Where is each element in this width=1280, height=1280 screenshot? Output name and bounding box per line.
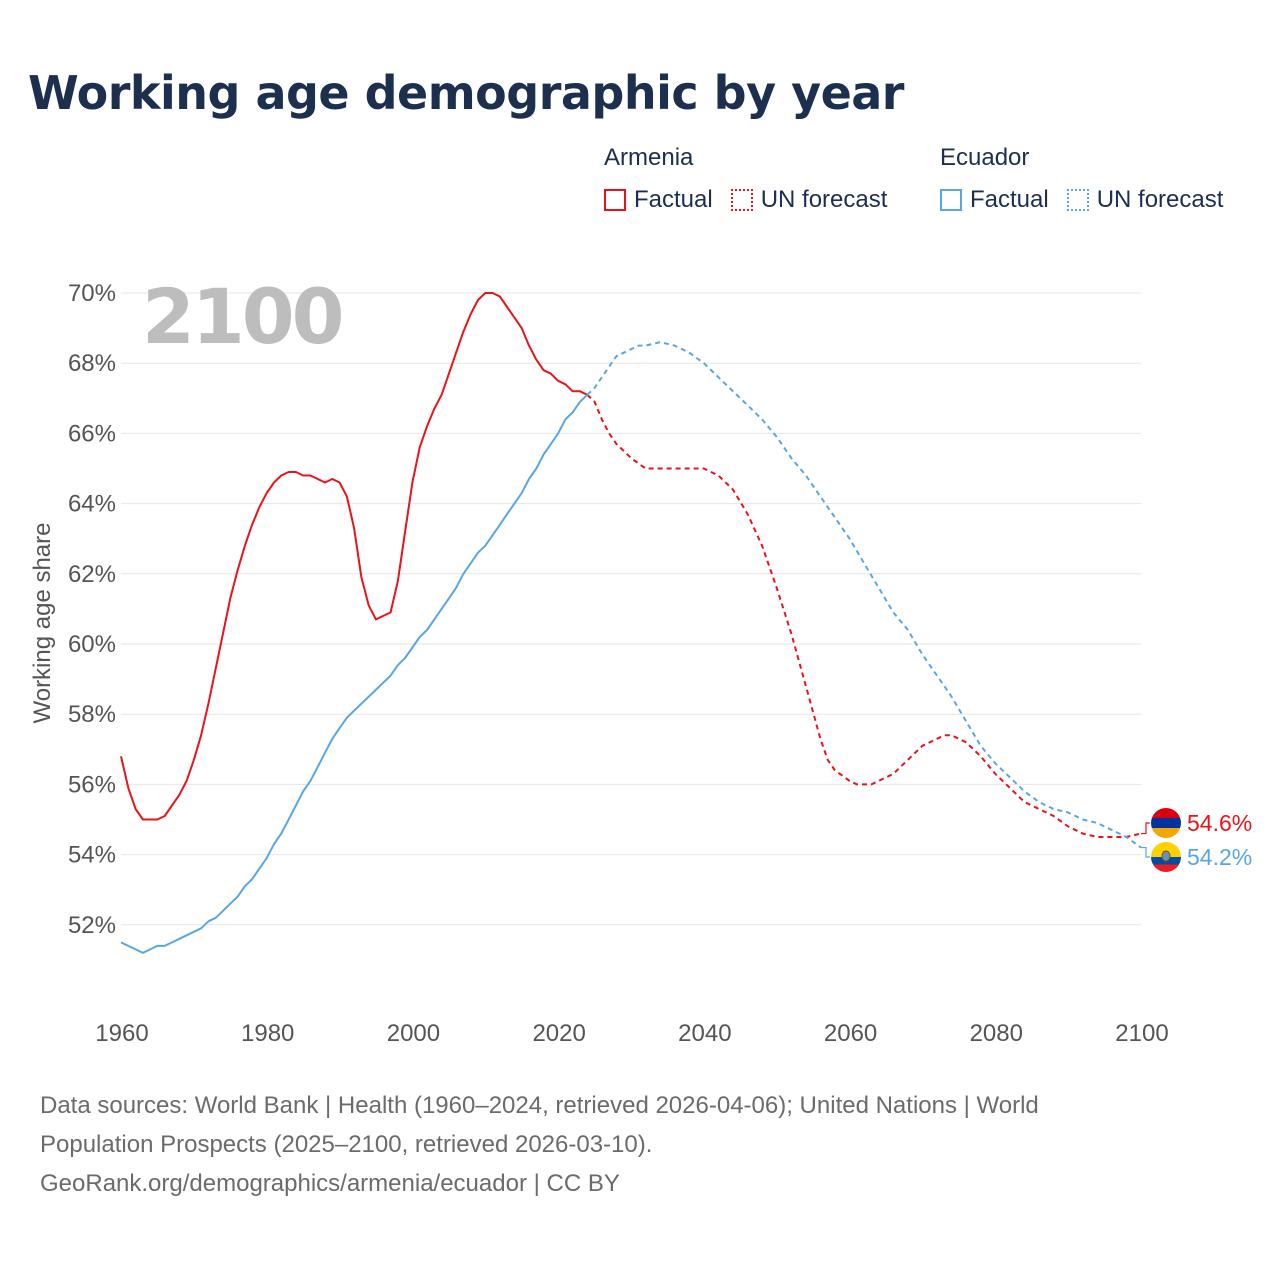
x-tick-label: 2040 [678, 1020, 731, 1047]
y-tick-label: 54% [68, 842, 116, 869]
x-tick-label: 2060 [824, 1020, 877, 1047]
x-axis-ticks: 1960 1980 2000 2020 2040 2060 2080 2100 [95, 1020, 1168, 1047]
source-line-2: Population Prospects (2025–2100, retriev… [40, 1131, 653, 1158]
y-tick-label: 64% [68, 491, 116, 518]
series-line-ecuador-un-forecast[interactable] [586, 341, 1142, 849]
y-tick-label: 70% [68, 280, 116, 307]
series-line-armenia-un-forecast[interactable] [586, 394, 1142, 838]
year-watermark: 2100 [142, 272, 342, 361]
y-tick-label: 52% [68, 912, 116, 939]
end-markers: 54.6% 54.2% [1141, 808, 1252, 872]
y-tick-label: 66% [68, 420, 116, 447]
legend-swatch-solid [940, 189, 962, 211]
source-link[interactable]: GeoRank.org/demographics/armenia/ecuador… [40, 1170, 620, 1197]
legend-swatch-dotted [730, 189, 753, 211]
line-chart: 2100 52% 54% 56% 58% 60% 62% 64% 66% 68% 70% 1960… [29, 272, 1252, 1047]
legend-ecuador-forecast-label: UN forecast [1096, 186, 1224, 213]
legend-armenia-factual[interactable]: Factual [604, 186, 713, 214]
y-axis-label: Working age share [29, 523, 56, 724]
legend-armenia-forecast[interactable]: UN forecast [730, 186, 888, 214]
x-tick-label: 1980 [241, 1020, 294, 1047]
legend-armenia: Armenia Factual UN forecast [604, 144, 905, 214]
legend-ecuador-factual-label: Factual [970, 186, 1049, 213]
ecuador-end-value: 54.2% [1187, 844, 1252, 870]
legend-armenia-factual-label: Factual [634, 186, 713, 213]
x-tick-label: 2080 [970, 1020, 1023, 1047]
x-tick-label: 1960 [95, 1020, 148, 1047]
ecuador-flag-icon [1151, 842, 1181, 872]
legend-ecuador: Ecuador Factual UN forecast [940, 144, 1241, 214]
legend-ecuador-label: Ecuador [940, 144, 1030, 171]
series-line-armenia-factual[interactable] [120, 292, 588, 821]
legend-armenia-label: Armenia [604, 144, 694, 171]
armenia-flag-icon [1151, 808, 1181, 838]
armenia-leader-line [1141, 822, 1150, 835]
y-tick-label: 58% [68, 701, 116, 728]
data-source-note: Data sources: World Bank | Health (1960–… [40, 1086, 1240, 1203]
armenia-end-value: 54.6% [1187, 810, 1252, 836]
source-line-1: Data sources: World Bank | Health (1960–… [40, 1092, 1039, 1119]
x-tick-label: 2000 [387, 1020, 440, 1047]
series-line-ecuador-factual[interactable] [120, 394, 588, 954]
chart-title: Working age demographic by year [28, 66, 905, 120]
y-tick-label: 68% [68, 350, 116, 377]
ecuador-leader-line [1141, 846, 1150, 858]
legend-armenia-forecast-label: UN forecast [760, 186, 888, 213]
legend-ecuador-factual[interactable]: Factual [940, 186, 1049, 214]
x-tick-label: 2100 [1115, 1020, 1168, 1047]
y-tick-label: 60% [68, 631, 116, 658]
x-tick-label: 2020 [532, 1020, 585, 1047]
legend-swatch-dotted [1066, 189, 1089, 211]
y-axis-ticks: 52% 54% 56% 58% 60% 62% 64% 66% 68% 70% [68, 280, 116, 939]
grid-lines [121, 292, 1141, 926]
series-lines [120, 292, 1142, 954]
y-tick-label: 56% [68, 771, 116, 798]
y-tick-label: 62% [68, 561, 116, 588]
legend-ecuador-forecast[interactable]: UN forecast [1066, 186, 1224, 214]
legend-swatch-solid [604, 189, 626, 211]
